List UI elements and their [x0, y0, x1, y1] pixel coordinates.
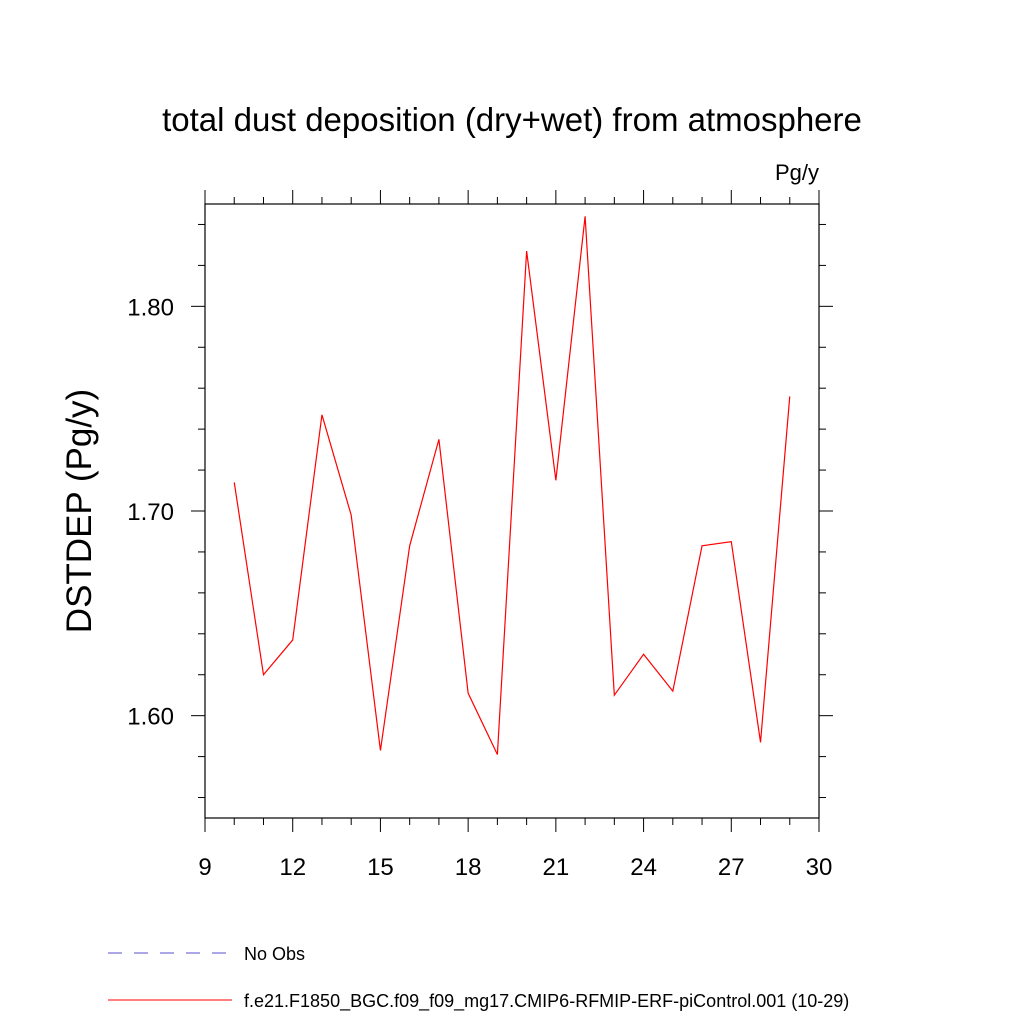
series-line [233, 216, 791, 755]
y-tick-label: 1.80 [127, 294, 174, 321]
x-tick-label: 15 [367, 854, 394, 881]
x-tick-label: 18 [455, 854, 482, 881]
y-tick-label: 1.70 [127, 499, 174, 526]
x-tick-label: 30 [806, 854, 833, 881]
legend: No Obs f.e21.F1850_BGC.f09_f09_mg17.CMIP6… [108, 944, 849, 1012]
units-label: Pg/y [775, 160, 819, 185]
axis-ticks [191, 190, 833, 832]
x-tick-label: 12 [279, 854, 306, 881]
legend-label-1: f.e21.F1850_BGC.f09_f09_mg17.CMIP6-RFMIP… [244, 991, 849, 1012]
x-tick-label: 27 [718, 854, 745, 881]
y-axis-label: DSTDEP (Pg/y) [60, 389, 99, 633]
x-tick-label: 24 [630, 854, 657, 881]
x-tick-label: 21 [543, 854, 570, 881]
y-tick-label: 1.60 [127, 704, 174, 731]
x-tick-label: 9 [198, 854, 211, 881]
y-tick-labels: 1.60 1.70 1.80 [127, 294, 174, 730]
x-tick-labels: 9 12 15 18 21 24 27 30 [198, 854, 832, 881]
chart-title: total dust deposition (dry+wet) from atm… [162, 101, 862, 138]
legend-label-0: No Obs [244, 944, 305, 964]
series-lines [233, 216, 791, 755]
